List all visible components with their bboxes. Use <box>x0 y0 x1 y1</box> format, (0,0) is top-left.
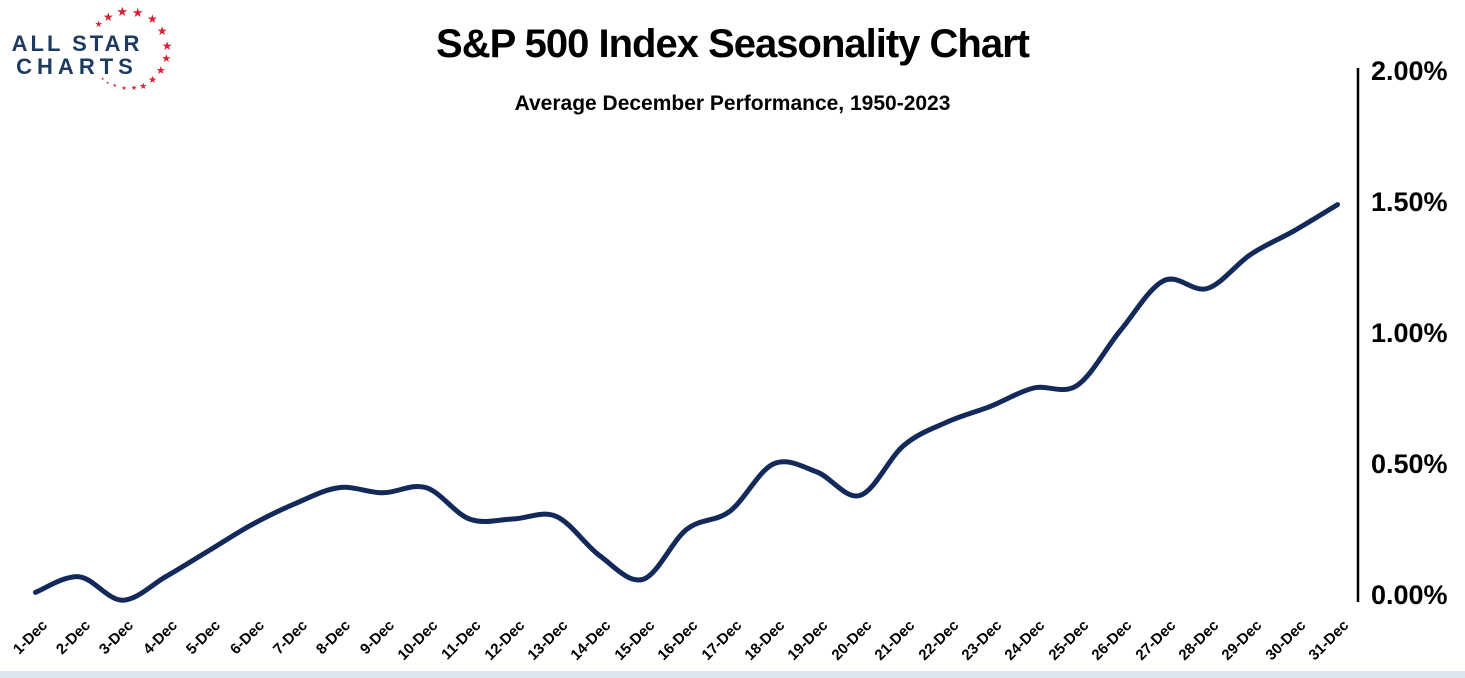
y-axis-tick-label: 1.00% <box>1371 318 1448 348</box>
star-icon: ★ <box>100 75 105 81</box>
star-icon: ★ <box>130 85 138 93</box>
chart-subtitle: Average December Performance, 1950-2023 <box>514 92 951 115</box>
all-star-charts-logo: ★ ★ ★ ★ ★ ★ ★ ★ ★ ★ ★ ★ ★ ★ ★ ★ ALL STAR CHARTS <box>0 0 190 112</box>
star-icon: ★ <box>112 82 117 89</box>
logo-text-line1: ALL STAR <box>11 31 143 56</box>
star-icon: ★ <box>155 65 166 78</box>
star-icon: ★ <box>94 19 103 30</box>
y-axis-tick-label: 0.00% <box>1371 580 1448 610</box>
y-axis-tick-label: 2.00% <box>1371 56 1448 86</box>
star-icon: ★ <box>121 85 127 92</box>
star-icon: ★ <box>148 74 157 86</box>
star-icon: ★ <box>105 79 110 85</box>
y-axis-tick-label: 0.50% <box>1371 449 1448 479</box>
seasonality-line-series <box>33 202 1340 603</box>
logo-text: ALL STAR CHARTS <box>10 32 144 78</box>
y-axis-tick-label: 1.50% <box>1371 187 1448 217</box>
logo-text-line2: CHARTS <box>16 54 138 79</box>
bottom-border-strip <box>0 671 1465 678</box>
star-icon: ★ <box>139 80 148 91</box>
star-icon: ★ <box>147 12 158 27</box>
star-icon: ★ <box>161 52 172 65</box>
star-icon: ★ <box>131 4 144 20</box>
chart-title: S&P 500 Index Seasonality Chart <box>436 22 1030 66</box>
star-icon: ★ <box>156 23 168 38</box>
star-icon: ★ <box>102 9 114 24</box>
star-icon: ★ <box>161 38 173 53</box>
star-icon: ★ <box>116 3 129 19</box>
